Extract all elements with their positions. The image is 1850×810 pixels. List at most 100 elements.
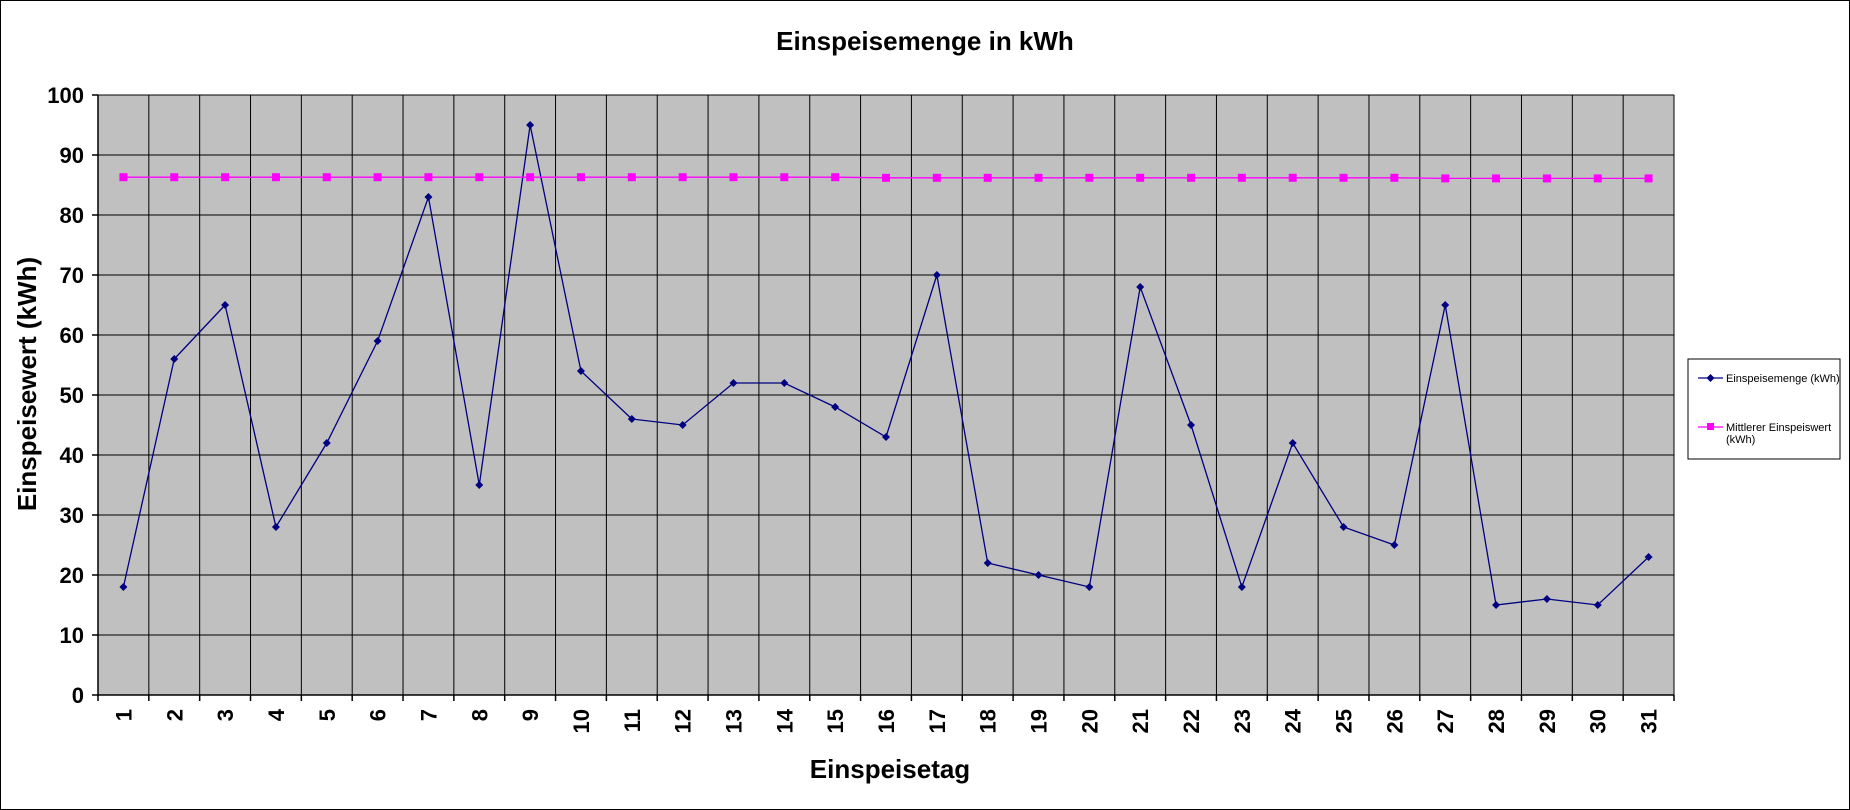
x-tick-label: 16 xyxy=(874,709,899,733)
data-point-mittlerer-einspeiswert xyxy=(1085,173,1094,182)
y-tick-label: 60 xyxy=(60,323,84,348)
y-tick-label: 0 xyxy=(72,683,84,708)
data-point-mittlerer-einspeiswert xyxy=(475,173,484,182)
x-tick-label: 14 xyxy=(772,708,797,733)
data-point-einspeisemenge xyxy=(271,523,280,531)
x-tick-label: 17 xyxy=(925,709,950,733)
data-point-mittlerer-einspeiswert xyxy=(627,173,636,182)
data-point-einspeisemenge xyxy=(475,481,484,489)
x-tick-label: 25 xyxy=(1332,709,1357,733)
x-tick-label: 15 xyxy=(823,709,848,733)
x-tick-label: 29 xyxy=(1535,709,1560,733)
legend-entry-mittlerer-einspeiswert: Mittlerer Einspeiswert (kWh) xyxy=(1698,422,1831,446)
y-tick-label: 40 xyxy=(60,443,84,468)
data-point-einspeisemenge xyxy=(322,439,331,447)
data-point-einspeisemenge xyxy=(729,379,738,387)
data-point-mittlerer-einspeiswert xyxy=(780,173,789,182)
data-point-mittlerer-einspeiswert xyxy=(576,173,585,182)
x-tick-label: 19 xyxy=(1027,709,1052,733)
data-point-einspeisemenge xyxy=(1390,541,1399,549)
data-point-einspeisemenge xyxy=(831,403,840,411)
x-tick-label: 2 xyxy=(162,709,187,721)
legend-entry-einspeisemenge: Einspeisemenge (kWh) xyxy=(1698,373,1840,385)
data-point-mittlerer-einspeiswert xyxy=(1034,173,1043,182)
x-tick-label: 18 xyxy=(976,709,1001,733)
data-point-einspeisemenge xyxy=(1593,601,1602,609)
data-point-mittlerer-einspeiswert xyxy=(170,173,179,182)
data-point-einspeisemenge xyxy=(1339,523,1348,531)
x-tick-label: 13 xyxy=(721,709,746,733)
x-tick-label: 26 xyxy=(1382,709,1407,733)
data-point-mittlerer-einspeiswert xyxy=(1542,174,1551,183)
data-point-einspeisemenge xyxy=(780,379,789,387)
y-tick-label: 30 xyxy=(60,503,84,528)
legend-box xyxy=(1687,358,1841,460)
data-point-einspeisemenge xyxy=(983,559,992,567)
x-tick-label: 5 xyxy=(315,709,340,721)
x-tick-label: 1 xyxy=(111,709,136,721)
x-tick-label: 27 xyxy=(1433,709,1458,733)
data-point-mittlerer-einspeiswert xyxy=(983,173,992,182)
data-point-mittlerer-einspeiswert xyxy=(1644,174,1653,183)
x-tick-label: 24 xyxy=(1281,708,1306,733)
data-point-einspeisemenge xyxy=(576,367,585,375)
data-point-einspeisemenge xyxy=(1237,583,1246,591)
series-layer xyxy=(119,121,1653,609)
data-point-mittlerer-einspeiswert xyxy=(424,173,433,182)
x-tick-label: 8 xyxy=(467,709,492,721)
data-point-mittlerer-einspeiswert xyxy=(831,173,840,182)
data-point-mittlerer-einspeiswert xyxy=(119,173,128,182)
data-point-einspeisemenge xyxy=(1187,421,1196,429)
chart-title: Einspeisemenge in kWh xyxy=(776,26,1074,56)
x-tick-label: 20 xyxy=(1077,709,1102,733)
data-point-einspeisemenge xyxy=(1085,583,1094,591)
x-tick-label: 12 xyxy=(671,709,696,733)
legend-square-marker xyxy=(1707,423,1714,430)
data-point-einspeisemenge xyxy=(170,355,179,363)
data-point-mittlerer-einspeiswert xyxy=(1237,173,1246,182)
data-point-einspeisemenge xyxy=(932,271,941,279)
y-tick-label: 10 xyxy=(60,623,84,648)
legend: Einspeisemenge (kWh) Mittlerer Einspeisw… xyxy=(1687,358,1841,460)
x-tick-label: 23 xyxy=(1230,709,1255,733)
legend-label-einspeisemenge: Einspeisemenge (kWh) xyxy=(1726,373,1840,385)
data-point-einspeisemenge xyxy=(221,301,230,309)
data-point-mittlerer-einspeiswert xyxy=(322,173,331,182)
legend-label-mittlerer-einspeiswert-unit: (kWh) xyxy=(1726,434,1755,446)
data-point-mittlerer-einspeiswert xyxy=(1339,173,1348,182)
x-tick-label: 6 xyxy=(366,709,391,721)
data-point-mittlerer-einspeiswert xyxy=(526,173,535,182)
data-point-einspeisemenge xyxy=(1034,571,1043,579)
x-tick-label: 30 xyxy=(1586,709,1611,733)
data-point-einspeisemenge xyxy=(1492,601,1501,609)
legend-label-mittlerer-einspeiswert: Mittlerer Einspeiswert xyxy=(1726,422,1831,434)
data-point-einspeisemenge xyxy=(882,433,890,441)
data-point-einspeisemenge xyxy=(1136,283,1145,291)
x-tick-label: 11 xyxy=(620,709,645,732)
data-point-mittlerer-einspeiswert xyxy=(1441,174,1450,183)
y-axis-title: Einspeisewert (kWh) xyxy=(12,257,42,511)
data-point-mittlerer-einspeiswert xyxy=(932,173,941,182)
data-point-mittlerer-einspeiswert xyxy=(1390,173,1399,182)
data-point-mittlerer-einspeiswert xyxy=(729,173,738,182)
x-tick-label: 3 xyxy=(213,709,238,721)
data-point-mittlerer-einspeiswert xyxy=(1136,173,1145,182)
legend-diamond-marker xyxy=(1706,374,1715,382)
x-tick-label: 7 xyxy=(416,709,441,721)
data-point-mittlerer-einspeiswert xyxy=(678,173,687,182)
data-point-mittlerer-einspeiswert xyxy=(1187,173,1196,182)
data-point-einspeisemenge xyxy=(678,421,687,429)
y-tick-label: 100 xyxy=(47,83,84,108)
y-tick-label: 20 xyxy=(60,563,84,588)
data-point-mittlerer-einspeiswert xyxy=(271,173,280,182)
data-point-einspeisemenge xyxy=(1288,439,1297,447)
x-tick-label: 9 xyxy=(518,709,543,721)
data-point-mittlerer-einspeiswert xyxy=(1593,174,1602,183)
y-tick-label: 70 xyxy=(60,263,84,288)
data-point-mittlerer-einspeiswert xyxy=(373,173,382,182)
data-point-mittlerer-einspeiswert xyxy=(1288,173,1297,182)
data-point-einspeisemenge xyxy=(1441,301,1450,309)
